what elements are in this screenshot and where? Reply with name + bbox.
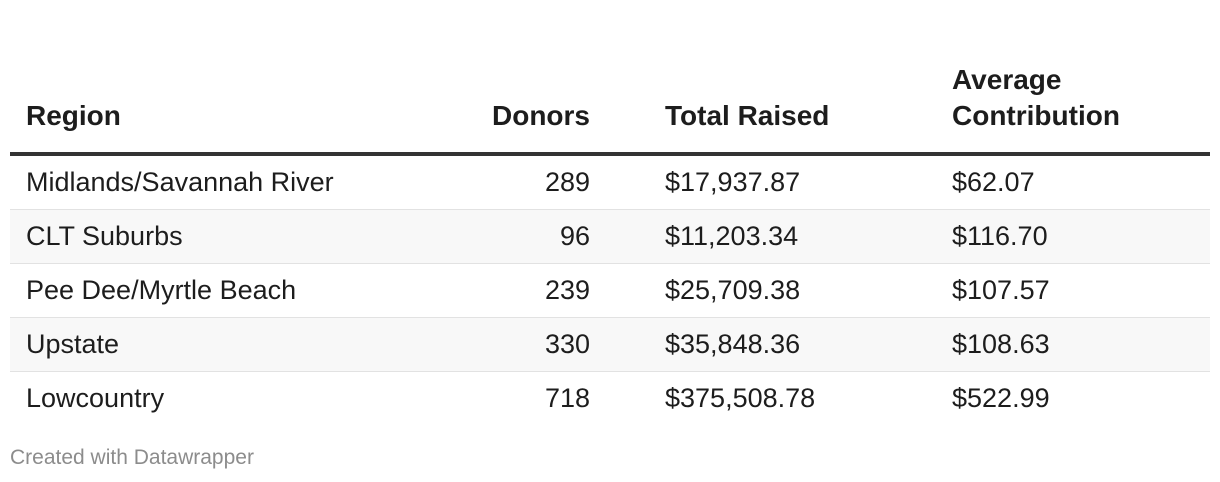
column-header-average-contribution[interactable]: Average Contribution	[888, 44, 1210, 156]
cell-average-contribution: $62.07	[888, 154, 1210, 210]
column-header-donors[interactable]: Donors	[440, 44, 600, 156]
cell-total-raised: $25,709.38	[600, 263, 888, 318]
table-header: Region Donors Total Raised Average Contri…	[10, 44, 1210, 156]
column-header-region[interactable]: Region	[10, 44, 440, 156]
datawrapper-credit[interactable]: Created with Datawrapper	[10, 446, 254, 469]
cell-total-raised: $11,203.34	[600, 209, 888, 264]
data-table-container: Region Donors Total Raised Average Contri…	[10, 44, 1210, 425]
cell-region: Pee Dee/Myrtle Beach	[10, 263, 440, 318]
table-row: Midlands/Savannah River 289 $17,937.87 $…	[10, 154, 1210, 210]
header-row: Region Donors Total Raised Average Contri…	[10, 44, 1210, 156]
cell-total-raised: $17,937.87	[600, 154, 888, 210]
cell-total-raised: $35,848.36	[600, 317, 888, 372]
table-row: Lowcountry 718 $375,508.78 $522.99	[10, 372, 1210, 426]
data-table: Region Donors Total Raised Average Contri…	[10, 44, 1210, 425]
cell-donors: 239	[440, 263, 600, 318]
cell-donors: 289	[440, 154, 600, 210]
cell-region: Midlands/Savannah River	[10, 154, 440, 210]
table-row: Upstate 330 $35,848.36 $108.63	[10, 317, 1210, 372]
cell-region: CLT Suburbs	[10, 209, 440, 264]
cell-region: Upstate	[10, 317, 440, 372]
cell-average-contribution: $108.63	[888, 317, 1210, 372]
cell-donors: 330	[440, 317, 600, 372]
column-header-total-raised[interactable]: Total Raised	[600, 44, 888, 156]
column-header-average-line1: Average	[952, 64, 1062, 95]
table-row: Pee Dee/Myrtle Beach 239 $25,709.38 $107…	[10, 263, 1210, 318]
cell-average-contribution: $116.70	[888, 209, 1210, 264]
cell-region: Lowcountry	[26, 383, 165, 413]
table-body: Midlands/Savannah River 289 $17,937.87 $…	[10, 154, 1210, 425]
cell-donors: 718	[544, 383, 590, 413]
cell-total-raised: $375,508.78	[665, 383, 816, 413]
table-row: CLT Suburbs 96 $11,203.34 $116.70	[10, 209, 1210, 264]
cell-donors: 96	[440, 209, 600, 264]
cell-average-contribution: $107.57	[888, 263, 1210, 318]
column-header-average-line2: Contribution	[952, 100, 1120, 131]
cell-average-contribution: $522.99	[952, 383, 1050, 413]
